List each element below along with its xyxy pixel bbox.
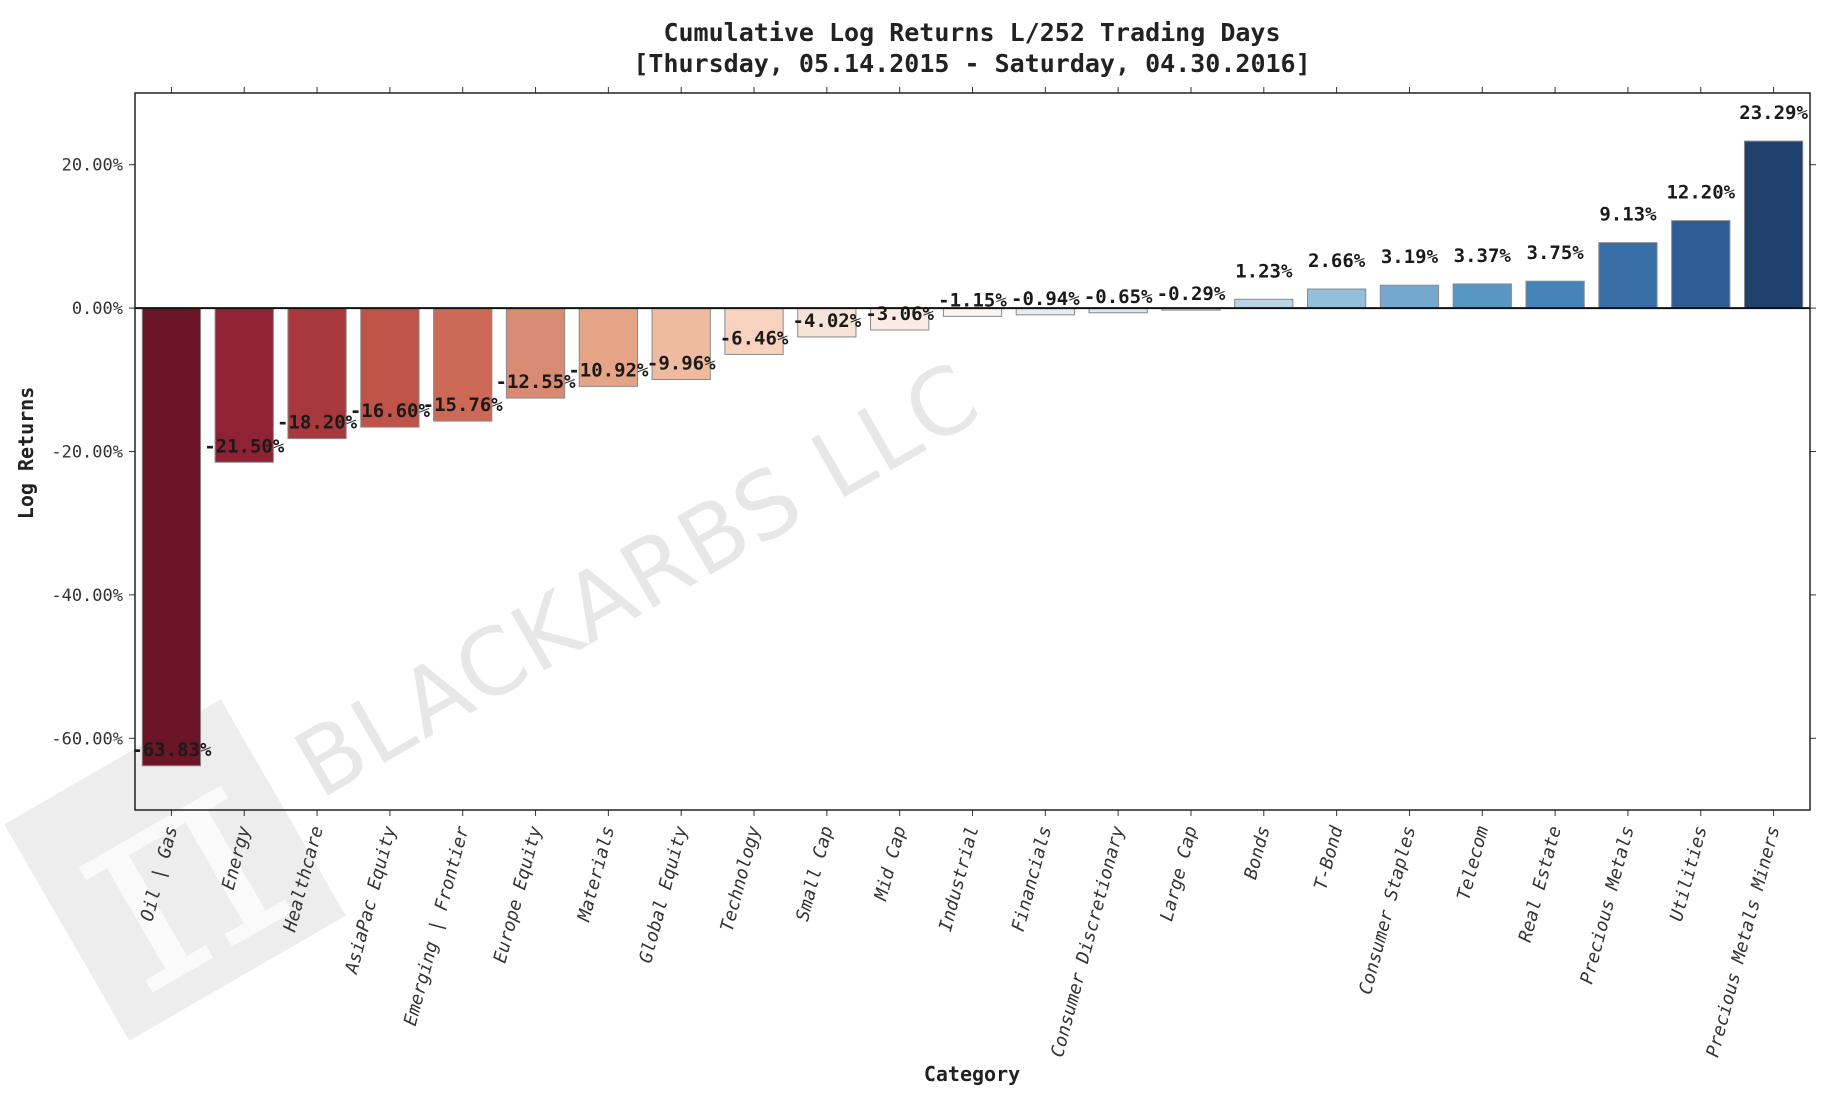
bar-energy: [214, 307, 274, 463]
data-label: -63.83%: [131, 739, 212, 761]
data-label: 3.75%: [1527, 242, 1585, 264]
data-label: -15.76%: [423, 394, 504, 416]
x-tick-label: Industrial: [935, 824, 983, 934]
data-label: -12.55%: [496, 371, 577, 393]
x-tick-label: AsiaPac Equity: [341, 824, 401, 977]
chart-title-line1: Cumulative Log Returns L/252 Trading Day…: [663, 18, 1280, 47]
x-tick-label: Small Cap: [792, 824, 838, 924]
x-tick-label: Emerging | Frontier: [400, 824, 474, 1028]
x-tick-label: Consumer Staples: [1355, 824, 1420, 997]
data-label: 9.13%: [1599, 204, 1657, 226]
x-tick-label: Technology: [717, 824, 765, 934]
bar-technology: [724, 307, 784, 355]
data-label: 3.19%: [1381, 246, 1439, 268]
x-tick-label: Precious Metals Miners: [1702, 824, 1784, 1060]
bar-utilities: [1671, 220, 1731, 309]
x-tick-label: Mid Cap: [870, 824, 910, 904]
x-tick-label: Financials: [1008, 824, 1056, 934]
bar-telecom: [1452, 283, 1512, 309]
y-tick-label: -20.00%: [51, 443, 123, 463]
data-label: -18.20%: [277, 412, 358, 434]
data-label: -21.50%: [204, 435, 285, 457]
data-label: -9.96%: [647, 353, 716, 375]
x-tick-label: Precious Metals: [1576, 824, 1638, 986]
x-tick-label: Materials: [573, 824, 619, 925]
data-label: -16.60%: [350, 400, 431, 422]
plot-frame: [134, 92, 1811, 811]
x-axis-label: Category: [924, 1062, 1020, 1086]
bar-oil-gas: [141, 307, 202, 767]
x-tick-label: Europe Equity: [490, 824, 547, 966]
data-label: -0.29%: [1157, 283, 1226, 305]
data-label: -3.06%: [865, 303, 934, 325]
data-label: 23.29%: [1739, 102, 1808, 124]
data-label: 12.20%: [1666, 182, 1735, 204]
x-tick-label: Consumer Discretionary: [1047, 824, 1129, 1060]
data-label: -6.46%: [720, 327, 789, 349]
data-label: -0.65%: [1084, 286, 1153, 308]
data-label: -10.92%: [568, 359, 649, 381]
bar-bonds: [1234, 298, 1294, 309]
x-tick-label: Utilities: [1666, 824, 1712, 924]
chart-title-line2: [Thursday, 05.14.2015 - Saturday, 04.30.…: [633, 49, 1310, 78]
data-label: -1.15%: [938, 289, 1007, 311]
x-tick-label: Bonds: [1240, 824, 1274, 882]
x-tick-label: Global Equity: [635, 824, 692, 966]
x-tick-label: Telecom: [1453, 824, 1493, 903]
bar-t-bond: [1307, 288, 1367, 309]
y-axis-label: Log Returns: [14, 387, 38, 519]
data-label: 1.23%: [1235, 260, 1293, 282]
bar-real-estate: [1525, 280, 1585, 309]
bar-global-equity: [651, 307, 711, 381]
data-label: -0.94%: [1011, 288, 1080, 310]
x-tick-label: Large Cap: [1156, 824, 1202, 924]
bar-materials: [578, 307, 639, 387]
bar-precious-metals-miners: [1743, 140, 1804, 309]
x-tick-label: Real Estate: [1515, 824, 1566, 945]
bar-europe-equity: [505, 307, 566, 399]
x-tick-label: T-Bond: [1310, 823, 1347, 892]
data-label: 3.37%: [1454, 245, 1512, 267]
bar-consumer-staples: [1379, 284, 1440, 309]
watermark-logo-square: [4, 699, 346, 1041]
y-tick-label: 20.00%: [62, 156, 123, 176]
y-tick-label: 0.00%: [72, 299, 123, 319]
data-label: 2.66%: [1308, 250, 1366, 272]
bars-group: [141, 140, 1804, 767]
y-tick-label: -40.00%: [51, 586, 123, 606]
y-tick-label: -60.00%: [51, 729, 123, 749]
ticks-group: [129, 87, 1816, 816]
data-label: -4.02%: [793, 310, 862, 332]
bar-precious-metals: [1598, 242, 1658, 309]
